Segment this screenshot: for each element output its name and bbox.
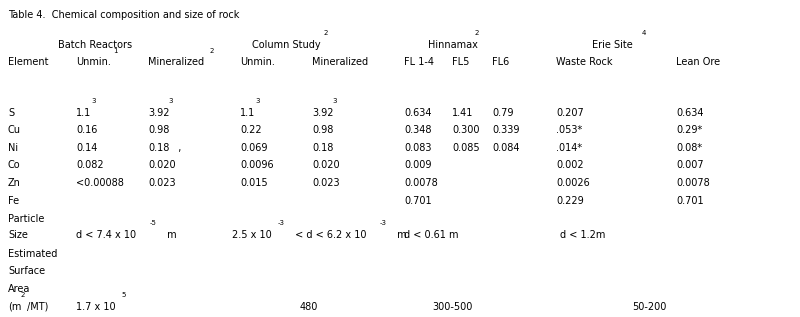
- Text: 4: 4: [642, 30, 646, 36]
- Text: Column Study: Column Study: [252, 40, 324, 50]
- Text: < d < 6.2 x 10: < d < 6.2 x 10: [292, 230, 366, 240]
- Text: 2: 2: [474, 30, 478, 36]
- Text: 0.015: 0.015: [240, 178, 268, 188]
- Text: 1.1: 1.1: [240, 108, 255, 118]
- Text: 0.085: 0.085: [452, 143, 480, 153]
- Text: /MT): /MT): [27, 302, 49, 312]
- Text: 50-200: 50-200: [632, 302, 666, 312]
- Text: 3.92: 3.92: [312, 108, 334, 118]
- Text: Waste Rock: Waste Rock: [556, 57, 613, 67]
- Text: 1: 1: [113, 48, 118, 54]
- Text: 2.5 x 10: 2.5 x 10: [232, 230, 272, 240]
- Text: Estimated: Estimated: [8, 249, 58, 259]
- Text: -3: -3: [278, 220, 285, 226]
- Text: FL5: FL5: [452, 57, 470, 67]
- Text: 0.0078: 0.0078: [404, 178, 438, 188]
- Text: 0.348: 0.348: [404, 125, 431, 135]
- Text: Mineralized: Mineralized: [148, 57, 204, 67]
- Text: 0.18: 0.18: [148, 143, 170, 153]
- Text: 0.0078: 0.0078: [676, 178, 710, 188]
- Text: 0.634: 0.634: [404, 108, 431, 118]
- Text: 0.300: 0.300: [452, 125, 479, 135]
- Text: 0.023: 0.023: [312, 178, 340, 188]
- Text: 0.634: 0.634: [676, 108, 703, 118]
- Text: 0.98: 0.98: [312, 125, 334, 135]
- Text: 0.701: 0.701: [404, 196, 432, 206]
- Text: 0.0026: 0.0026: [556, 178, 590, 188]
- Text: Erie Site: Erie Site: [592, 40, 633, 50]
- Text: -3: -3: [380, 220, 387, 226]
- Text: 0.023: 0.023: [148, 178, 176, 188]
- Text: 3: 3: [169, 98, 174, 104]
- Text: 0.229: 0.229: [556, 196, 584, 206]
- Text: 480: 480: [300, 302, 318, 312]
- Text: 0.020: 0.020: [148, 160, 176, 170]
- Text: 0.082: 0.082: [76, 160, 104, 170]
- Text: 0.084: 0.084: [492, 143, 519, 153]
- Text: 0.207: 0.207: [556, 108, 584, 118]
- Text: 0.98: 0.98: [148, 125, 170, 135]
- Text: ,: ,: [172, 143, 182, 153]
- Text: Area: Area: [8, 284, 30, 294]
- Text: 3: 3: [256, 98, 260, 104]
- Text: 5: 5: [122, 292, 126, 298]
- Text: Table 4.  Chemical composition and size of rock: Table 4. Chemical composition and size o…: [8, 10, 239, 20]
- Text: Size: Size: [8, 230, 28, 240]
- Text: 0.16: 0.16: [76, 125, 98, 135]
- Text: Lean Ore: Lean Ore: [676, 57, 720, 67]
- Text: 1.7 x 10: 1.7 x 10: [76, 302, 116, 312]
- Text: 1.1: 1.1: [76, 108, 91, 118]
- Text: 0.339: 0.339: [492, 125, 519, 135]
- Text: 0.79: 0.79: [492, 108, 514, 118]
- Text: m: m: [394, 230, 407, 240]
- Text: 0.18: 0.18: [312, 143, 334, 153]
- Text: Hinnamax: Hinnamax: [428, 40, 478, 50]
- Text: <0.00088: <0.00088: [76, 178, 124, 188]
- Text: Co: Co: [8, 160, 21, 170]
- Text: 2: 2: [21, 292, 25, 298]
- Text: 0.701: 0.701: [676, 196, 704, 206]
- Text: .014*: .014*: [556, 143, 582, 153]
- Text: 3: 3: [92, 98, 96, 104]
- Text: 0.002: 0.002: [556, 160, 584, 170]
- Text: 0.08*: 0.08*: [676, 143, 702, 153]
- Text: 300-500: 300-500: [432, 302, 472, 312]
- Text: 1.41: 1.41: [452, 108, 474, 118]
- Text: 0.0096: 0.0096: [240, 160, 274, 170]
- Text: FL6: FL6: [492, 57, 510, 67]
- Text: (m: (m: [8, 302, 22, 312]
- Text: 0.14: 0.14: [76, 143, 98, 153]
- Text: Ni: Ni: [8, 143, 18, 153]
- Text: 2: 2: [210, 48, 214, 54]
- Text: Unmin.: Unmin.: [240, 57, 275, 67]
- Text: d < 7.4 x 10: d < 7.4 x 10: [76, 230, 136, 240]
- Text: 0.083: 0.083: [404, 143, 431, 153]
- Text: Surface: Surface: [8, 266, 45, 276]
- Text: d < 0.61 m: d < 0.61 m: [404, 230, 458, 240]
- Text: 0.020: 0.020: [312, 160, 340, 170]
- Text: 0.22: 0.22: [240, 125, 262, 135]
- Text: Unmin.: Unmin.: [76, 57, 111, 67]
- Text: Fe: Fe: [8, 196, 19, 206]
- Text: 0.007: 0.007: [676, 160, 704, 170]
- Text: Particle: Particle: [8, 214, 44, 224]
- Text: d < 1.2m: d < 1.2m: [560, 230, 606, 240]
- Text: 3.92: 3.92: [148, 108, 170, 118]
- Text: Zn: Zn: [8, 178, 21, 188]
- Text: Batch Reactors: Batch Reactors: [58, 40, 132, 50]
- Text: 0.009: 0.009: [404, 160, 431, 170]
- Text: 0.29*: 0.29*: [676, 125, 702, 135]
- Text: .053*: .053*: [556, 125, 582, 135]
- Text: 2: 2: [324, 30, 328, 36]
- Text: -5: -5: [150, 220, 157, 226]
- Text: Cu: Cu: [8, 125, 21, 135]
- Text: m: m: [164, 230, 177, 240]
- Text: 3: 3: [333, 98, 338, 104]
- Text: Mineralized: Mineralized: [312, 57, 368, 67]
- Text: 0.069: 0.069: [240, 143, 267, 153]
- Text: FL 1-4: FL 1-4: [404, 57, 434, 67]
- Text: S: S: [8, 108, 14, 118]
- Text: Element: Element: [8, 57, 49, 67]
